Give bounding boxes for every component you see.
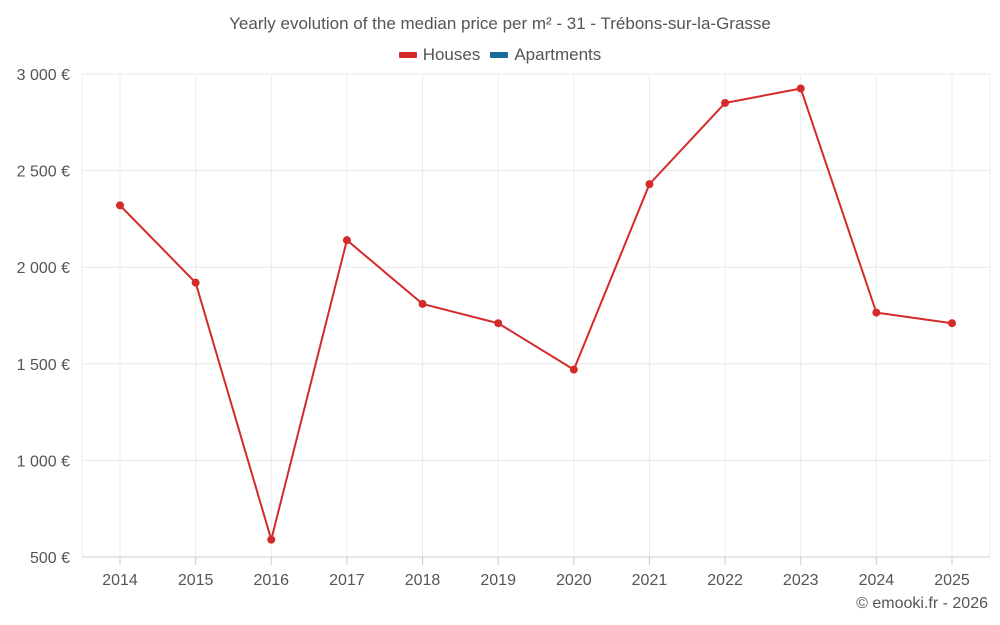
y-tick-label: 2 000 € [17,260,70,277]
series [116,84,956,544]
x-tick-label: 2019 [480,572,516,589]
y-tick-label: 500 € [30,550,70,567]
data-point-houses-2025[interactable] [948,319,956,328]
y-tick-label: 3 000 € [17,67,70,84]
series-line-houses [119,87,953,541]
x-tick-label: 2021 [632,572,668,589]
data-point-houses-2021[interactable] [645,180,654,189]
y-tick-label: 1 000 € [17,453,70,470]
grid [81,73,991,557]
x-tick-label: 2016 [253,572,289,589]
axes: 500 € 1 000 € 1 500 € 2 000 € 2 500 € 3 000 €… [17,67,990,589]
x-tick-label: 2023 [783,572,819,589]
legend: Houses Apartments [0,45,1000,65]
x-tick-label: 2015 [178,572,214,589]
x-tick-label: 2025 [934,572,970,589]
data-point-houses-2018[interactable] [418,299,427,308]
x-tick-label: 2017 [329,572,365,589]
legend-item-houses[interactable]: Houses [398,45,481,65]
x-tick-label: 2014 [102,572,138,589]
data-point-houses-2020[interactable] [569,365,578,374]
y-tick-label: 1 500 € [17,357,70,374]
data-point-houses-2015[interactable] [191,278,200,287]
x-tick-label: 2020 [556,572,592,589]
data-point-houses-2017[interactable] [342,236,351,245]
data-point-houses-2023[interactable] [796,84,805,93]
legend-swatch-houses [398,52,417,58]
x-tick-label: 2024 [859,572,895,589]
legend-item-apartments[interactable]: Apartments [490,45,601,65]
legend-label-apartments: Apartments [514,45,602,64]
legend-swatch-apartments [490,52,509,58]
data-point-houses-2014[interactable] [116,201,124,210]
x-tick-label: 2018 [405,572,441,589]
data-point-houses-2019[interactable] [494,319,503,328]
data-point-houses-2016[interactable] [267,535,276,544]
data-point-houses-2024[interactable] [872,308,881,317]
data-point-houses-2022[interactable] [721,98,730,107]
x-tick-label: 2022 [707,572,743,589]
credit-text: © emooki.fr - 2026 [856,595,988,612]
chart-title: Yearly evolution of the median price per… [229,14,771,33]
y-tick-label: 2 500 € [17,164,70,181]
legend-label-houses: Houses [422,45,481,64]
